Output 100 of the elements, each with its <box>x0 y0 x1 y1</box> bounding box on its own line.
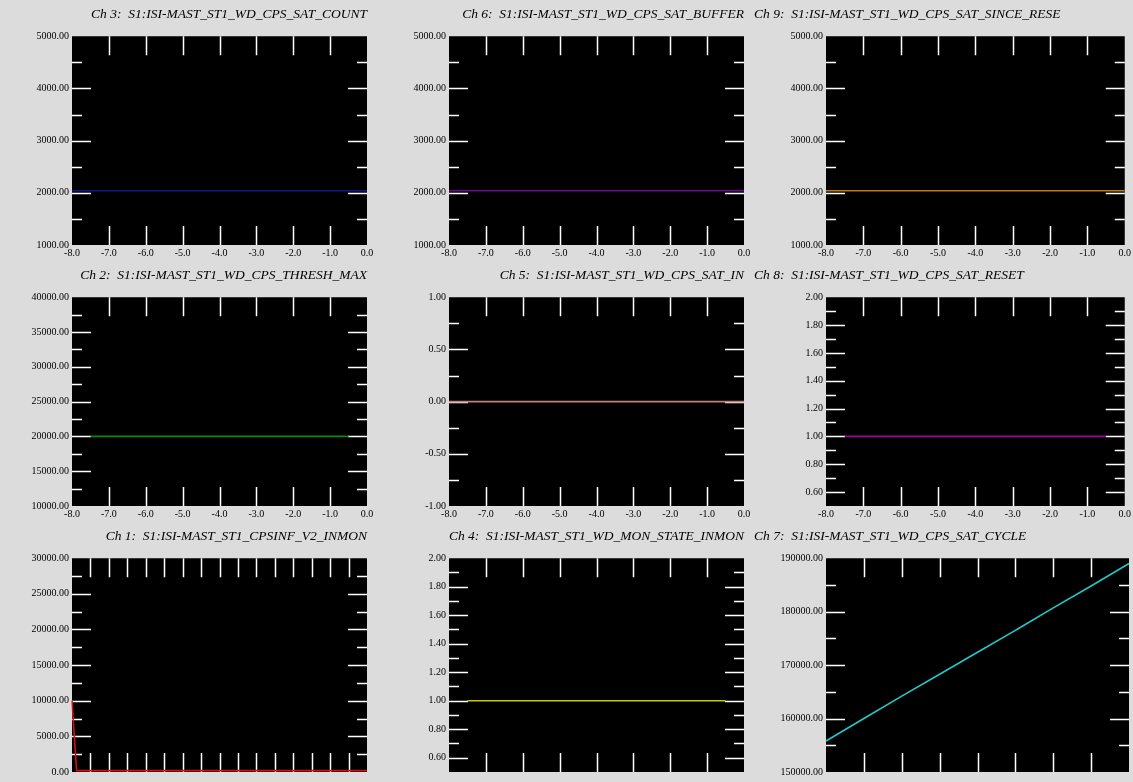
x-tick-label: -5.0 <box>551 246 568 258</box>
y-tick-label: 30000.00 <box>31 551 69 563</box>
y-tick-label: 1.60 <box>805 346 823 358</box>
y-tick-label: 0.00 <box>51 765 69 777</box>
y-tick-label: 4000.00 <box>413 82 446 94</box>
x-tick-label: -1.0 <box>322 246 339 258</box>
x-tick-label: -1.0 <box>322 507 339 519</box>
y-tick-label: 2.00 <box>805 290 823 302</box>
chart-title: Ch 6: S1:ISI-MAST_ST1_WD_CPS_SAT_BUFFER <box>462 5 745 21</box>
y-tick-label: 20000.00 <box>31 623 69 635</box>
x-tick-label: -7.0 <box>855 507 872 519</box>
y-tick-label: 4000.00 <box>36 82 69 94</box>
x-tick-label: 0.0 <box>1118 246 1131 258</box>
y-tick-label: 170000.00 <box>780 658 823 670</box>
x-tick-label: 0.0 <box>1118 507 1131 519</box>
x-tick-label: -6.0 <box>514 507 531 519</box>
x-tick-label: -5.0 <box>930 246 946 258</box>
y-tick-label: 1.00 <box>428 290 446 302</box>
y-tick-label: 2000.00 <box>413 186 446 198</box>
x-tick-label: -3.0 <box>625 246 642 258</box>
y-tick-label: 35000.00 <box>31 325 69 337</box>
y-tick-label: 5000.00 <box>36 29 69 41</box>
x-tick-label: -3.0 <box>625 507 642 519</box>
y-tick-label: 5000.00 <box>413 29 446 41</box>
x-tick-label: -3.0 <box>248 246 265 258</box>
chart-title: Ch 4: S1:ISI-MAST_ST1_WD_MON_STATE_INMON <box>448 527 745 543</box>
y-tick-label: 0.50 <box>428 343 446 355</box>
y-tick-label: 30000.00 <box>31 360 69 372</box>
y-tick-label: 25000.00 <box>31 395 69 407</box>
x-tick-label: -6.0 <box>137 246 154 258</box>
x-tick-label: -2.0 <box>662 246 679 258</box>
y-tick-label: 40000.00 <box>31 290 69 302</box>
chart-title: Ch 8: S1:ISI-MAST_ST1_WD_CPS_SAT_RESET <box>754 266 1026 282</box>
y-tick-label: 20000.00 <box>31 430 69 442</box>
x-tick-label: -3.0 <box>1004 507 1021 519</box>
x-tick-label: 0.0 <box>737 246 751 258</box>
x-tick-label: -7.0 <box>100 507 117 519</box>
x-tick-label: -4.0 <box>588 246 605 258</box>
y-tick-label: 5000.00 <box>790 29 823 41</box>
y-tick-label: 1.80 <box>428 580 446 592</box>
x-tick-label: -6.0 <box>892 507 909 519</box>
y-tick-label: 0.80 <box>428 722 446 734</box>
x-tick-label: -5.0 <box>174 507 191 519</box>
x-tick-label: -4.0 <box>211 507 228 519</box>
x-tick-label: -7.0 <box>100 246 117 258</box>
y-tick-label: 3000.00 <box>413 134 446 146</box>
y-tick-label: 0.60 <box>805 485 823 497</box>
x-tick-label: -6.0 <box>892 246 909 258</box>
x-tick-label: 0.0 <box>737 507 751 519</box>
x-tick-label: -3.0 <box>248 507 265 519</box>
x-tick-label: -1.0 <box>699 246 716 258</box>
chart-title: Ch 3: S1:ISI-MAST_ST1_WD_CPS_SAT_COUNT <box>91 5 369 21</box>
y-tick-label: 1.80 <box>805 318 823 330</box>
y-tick-label: -0.50 <box>425 447 446 459</box>
x-tick-label: -1.0 <box>699 507 716 519</box>
x-tick-label: -8.0 <box>818 507 834 519</box>
y-tick-label: 5000.00 <box>36 729 69 741</box>
x-tick-label: -2.0 <box>1042 507 1058 519</box>
y-tick-label: 1.40 <box>428 637 446 649</box>
x-tick-label: 0.0 <box>360 246 374 258</box>
x-tick-label: -2.0 <box>662 507 679 519</box>
x-tick-label: -7.0 <box>855 246 872 258</box>
x-tick-label: -5.0 <box>930 507 946 519</box>
x-tick-label: -2.0 <box>285 507 302 519</box>
chart-title: Ch 7: S1:ISI-MAST_ST1_WD_CPS_SAT_CYCLE <box>754 527 1027 543</box>
y-tick-label: 1.00 <box>428 694 446 706</box>
chart-title: Ch 5: S1:ISI-MAST_ST1_WD_CPS_SAT_IN <box>499 266 745 282</box>
x-tick-label: -3.0 <box>1004 246 1021 258</box>
y-tick-label: 15000.00 <box>31 658 69 670</box>
x-tick-label: -6.0 <box>514 246 531 258</box>
y-tick-label: 4000.00 <box>790 82 823 94</box>
x-tick-label: -4.0 <box>967 507 984 519</box>
y-tick-label: 10000.00 <box>31 694 69 706</box>
x-tick-label: -5.0 <box>551 507 568 519</box>
x-tick-label: -5.0 <box>174 246 191 258</box>
y-tick-label: 3000.00 <box>36 134 69 146</box>
y-tick-label: 0.00 <box>428 395 446 407</box>
y-tick-label: 2.00 <box>428 551 446 563</box>
chart-title: Ch 9: S1:ISI-MAST_ST1_WD_CPS_SAT_SINCE_RESE <box>754 5 1062 21</box>
x-tick-label: -4.0 <box>211 246 228 258</box>
y-tick-label: 3000.00 <box>790 134 823 146</box>
x-tick-label: -4.0 <box>967 246 984 258</box>
chart-title: Ch 1: S1:ISI-MAST_ST1_CPSINF_V2_INMON <box>105 527 368 543</box>
x-tick-label: -2.0 <box>1042 246 1058 258</box>
y-tick-label: 2000.00 <box>790 186 823 198</box>
y-tick-label: 180000.00 <box>780 605 823 617</box>
x-tick-label: -1.0 <box>1079 246 1096 258</box>
x-tick-label: -7.0 <box>477 246 494 258</box>
y-tick-label: 15000.00 <box>31 464 69 476</box>
x-tick-label: -7.0 <box>477 507 494 519</box>
chart-title: Ch 2: S1:ISI-MAST_ST1_WD_CPS_THRESH_MAX <box>80 266 368 282</box>
y-tick-label: 1.60 <box>428 608 446 620</box>
y-tick-label: 0.60 <box>428 751 446 763</box>
y-tick-label: 1.20 <box>805 402 823 414</box>
y-tick-label: 1.00 <box>805 430 823 442</box>
y-tick-label: 190000.00 <box>780 551 823 563</box>
y-tick-label: 0.80 <box>805 457 823 469</box>
x-tick-label: -2.0 <box>285 246 302 258</box>
y-tick-label: 1.40 <box>805 374 823 386</box>
y-tick-label: 1.20 <box>428 665 446 677</box>
